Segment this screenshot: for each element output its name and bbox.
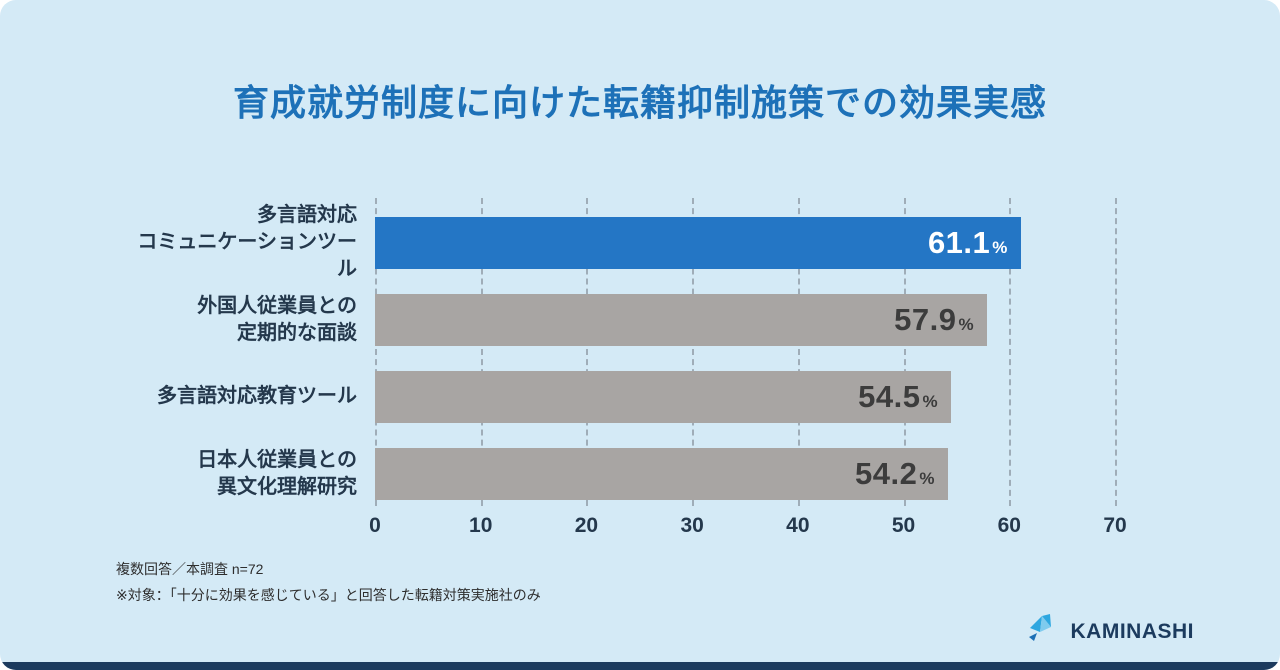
gridlines	[375, 198, 1117, 506]
x-tick-label: 10	[469, 514, 493, 537]
x-tick-label: 0	[369, 514, 381, 537]
bar-row: 54.5%	[375, 358, 1115, 435]
gridline	[692, 198, 695, 506]
bar-value-label: 54.5%	[858, 378, 939, 414]
x-axis: 0 10 20 30 40 50 60 70	[369, 514, 1127, 542]
bar-value-label: 54.2%	[855, 455, 935, 491]
bar-row: 54.2%	[375, 435, 1115, 512]
bar-row: 61.1%	[375, 204, 1115, 281]
x-tick-label: 50	[891, 514, 916, 537]
kaminashi-logo: KAMINASHI	[1028, 614, 1195, 649]
bars: 61.1% 57.9% 54.5% 54.2%	[375, 198, 1115, 506]
bar: 54.2%	[375, 447, 948, 500]
x-tick-label: 30	[680, 514, 704, 537]
x-tick-label: 70	[1103, 514, 1127, 537]
percent-suffix: %	[922, 391, 939, 411]
x-tick-label: 20	[574, 514, 599, 537]
chart: 多言語対応 コミュニケーションツール外国人従業員との 定期的な面談多言語対応教育ツー…	[120, 198, 1117, 506]
bar-value-label: 61.1%	[927, 224, 1008, 260]
gridline	[1009, 198, 1012, 506]
percent-suffix: %	[992, 237, 1008, 257]
x-tick-label: 40	[786, 514, 810, 537]
kaminashi-logo-icon	[1028, 614, 1063, 649]
gridline	[586, 198, 589, 506]
footnote-scope: ※対象：「十分に効果を感じている」と回答した転籍対策実施社のみ	[116, 587, 541, 603]
category-labels: 多言語対応 コミュニケーションツール外国人従業員との 定期的な面談多言語対応教育ツー…	[120, 198, 375, 506]
bottom-strip	[0, 662, 1280, 670]
bar-highlighted: 61.1%	[375, 216, 1021, 269]
footnotes: 複数回答／本調査 n=72 ※対象：「十分に効果を感じている」と回答した転籍対策…	[116, 556, 541, 608]
gridline	[375, 198, 377, 506]
x-tick-label: 60	[997, 514, 1021, 537]
gridline	[797, 198, 800, 506]
chart-title: 育成就労制度に向けた転籍抑制施策での効果実感	[232, 82, 1047, 123]
gridline	[1115, 198, 1117, 506]
percent-suffix: %	[919, 468, 935, 488]
plot-area: 61.1% 57.9% 54.5% 54.2%	[375, 198, 1117, 506]
gridline	[903, 198, 906, 506]
footnote-sample: 複数回答／本調査 n=72	[116, 561, 264, 577]
category-label: 外国人従業員との 定期的な面談	[197, 294, 357, 344]
kaminashi-logo-text: KAMINASHI	[1070, 619, 1194, 643]
category-label: 多言語対応教育ツール	[157, 385, 357, 407]
percent-suffix: %	[958, 314, 975, 334]
bar: 54.5%	[375, 370, 952, 423]
bar-row: 57.9%	[375, 281, 1115, 358]
bar: 57.9%	[375, 293, 988, 346]
category-label: 多言語対応 コミュニケーションツール	[137, 204, 357, 280]
gridline	[480, 198, 483, 506]
bar-value-label: 57.9%	[894, 301, 975, 337]
category-label: 日本人従業員との 異文化理解研究	[197, 448, 357, 498]
